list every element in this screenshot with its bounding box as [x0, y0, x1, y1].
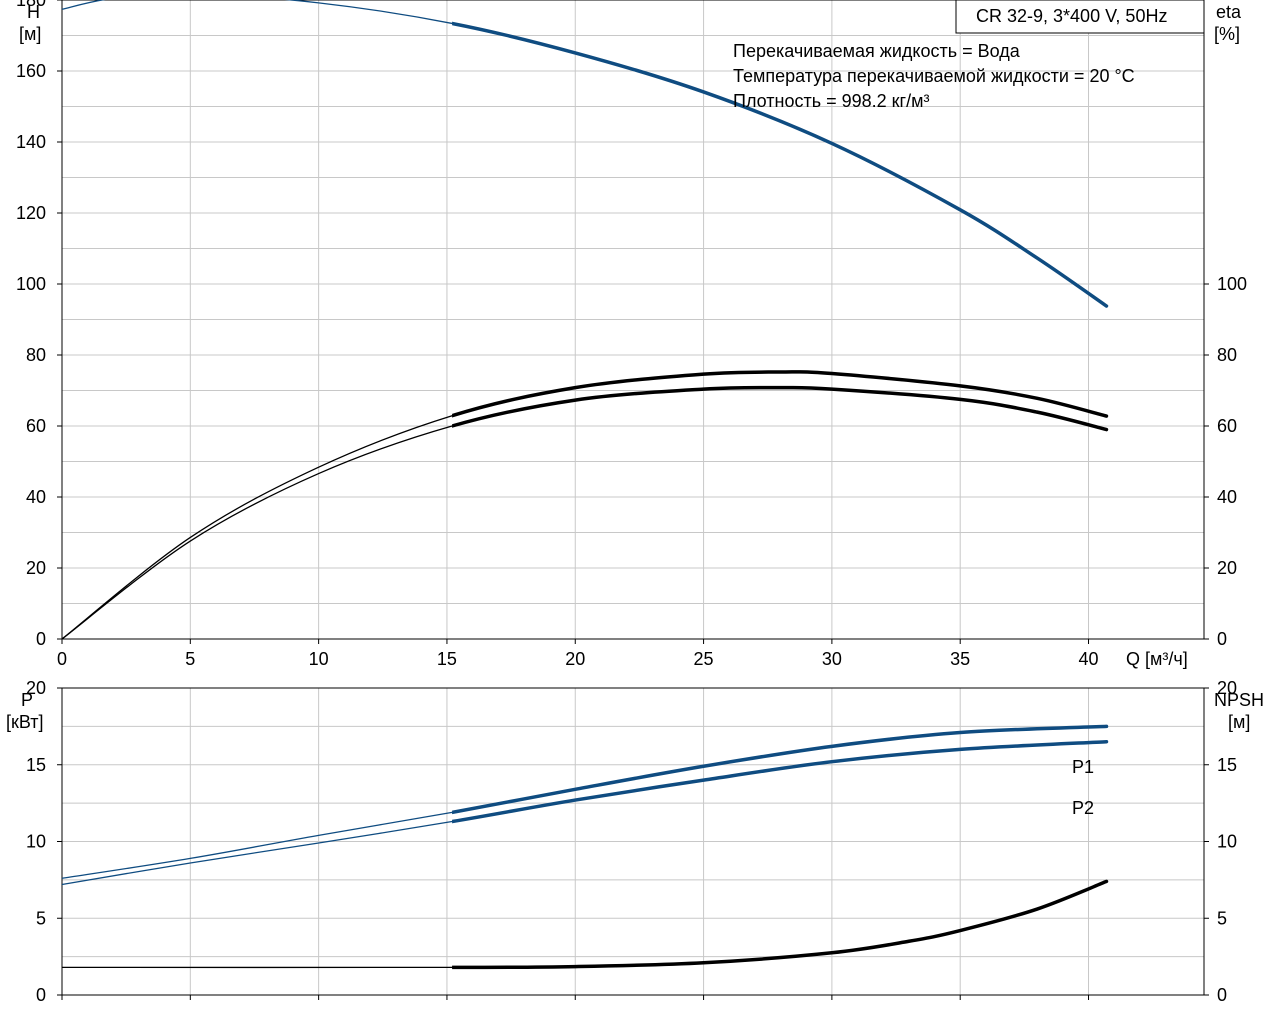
upper-left-tick-label: 140: [16, 132, 46, 152]
upper-left-tick-label: 0: [36, 629, 46, 649]
upper-left-tick-label: 120: [16, 203, 46, 223]
series-p2: [61, 739, 1109, 886]
x-tick-label: 35: [950, 649, 970, 669]
x-tick-label: 15: [437, 649, 457, 669]
power-axis-title: P: [21, 690, 33, 710]
eta-lower-curve: [61, 386, 1107, 640]
p1-operating-segment: [452, 724, 1109, 815]
lower-right-tick-label: 5: [1217, 908, 1227, 928]
eta-upper-curve: [61, 371, 1107, 640]
upper-left-tick-label: 80: [26, 345, 46, 365]
upper-right-tick-label: 20: [1217, 558, 1237, 578]
left-axis-title: H: [27, 2, 40, 22]
series-eta-lower: [61, 385, 1109, 640]
lower-left-tick-label: 5: [36, 908, 46, 928]
x-axis-title: Q [м³/ч]: [1126, 649, 1188, 669]
upper-left-tick-label: 100: [16, 274, 46, 294]
upper-left-tick-label: 180: [16, 0, 46, 10]
upper-left-tick-label: 20: [26, 558, 46, 578]
power-axis-unit: [кВт]: [6, 712, 44, 732]
right-axis-title: eta: [1216, 2, 1242, 22]
p1-label: P1: [1072, 757, 1094, 777]
upper-right-tick-label: 80: [1217, 345, 1237, 365]
npsh-curve: [61, 880, 1107, 969]
upper-right-tick-label: 0: [1217, 629, 1227, 649]
info-line: Перекачиваемая жидкость = Вода: [733, 41, 1021, 61]
h-operating-segment: [452, 21, 1109, 308]
upper-left-tick-label: 60: [26, 416, 46, 436]
lower-left-tick-label: 10: [26, 832, 46, 852]
info-line: Плотность = 998.2 кг/м³: [733, 91, 929, 111]
x-tick-label: 40: [1079, 649, 1099, 669]
npsh-axis-title: NPSH: [1214, 690, 1264, 710]
series-npsh: [61, 879, 1109, 970]
series-p1: [61, 724, 1109, 879]
lower-right-tick-label: 20: [1217, 678, 1237, 698]
upper-left-tick-label: 160: [16, 61, 46, 81]
left-axis-unit: [м]: [19, 24, 41, 44]
lower-right-tick-label: 10: [1217, 832, 1237, 852]
p2-operating-segment: [452, 739, 1109, 824]
series-eta-upper: [61, 370, 1109, 640]
p2-curve: [61, 741, 1107, 886]
lower-left-tick-label: 20: [26, 678, 46, 698]
info-line: Температура перекачиваемой жидкости = 20…: [733, 66, 1135, 86]
lower-left-tick-label: 0: [36, 985, 46, 1005]
x-tick-label: 20: [565, 649, 585, 669]
title-box: [955, 0, 1205, 34]
title-box-label: CR 32-9, 3*400 V, 50Hz: [976, 6, 1167, 26]
upper-right-tick-label: 100: [1217, 274, 1247, 294]
x-tick-label: 5: [185, 649, 195, 669]
x-tick-label: 25: [694, 649, 714, 669]
lower-left-tick-label: 15: [26, 755, 46, 775]
upper-right-tick-label: 40: [1217, 487, 1237, 507]
lower-right-tick-label: 0: [1217, 985, 1227, 1005]
p2-label: P2: [1072, 798, 1094, 818]
eta-lower-operating-segment: [452, 385, 1109, 432]
upper-left-tick-label: 40: [26, 487, 46, 507]
series-h: [61, 0, 1109, 308]
upper-plot-frame: [61, 0, 1205, 640]
x-tick-label: 30: [822, 649, 842, 669]
right-axis-unit: [%]: [1214, 24, 1240, 44]
npsh-operating-segment: [452, 879, 1109, 970]
upper-right-tick-label: 60: [1217, 416, 1237, 436]
npsh-axis-unit: [м]: [1228, 712, 1250, 732]
eta-upper-operating-segment: [452, 370, 1109, 418]
lower-right-tick-label: 15: [1217, 755, 1237, 775]
x-tick-label: 10: [309, 649, 329, 669]
x-tick-label: 0: [57, 649, 67, 669]
